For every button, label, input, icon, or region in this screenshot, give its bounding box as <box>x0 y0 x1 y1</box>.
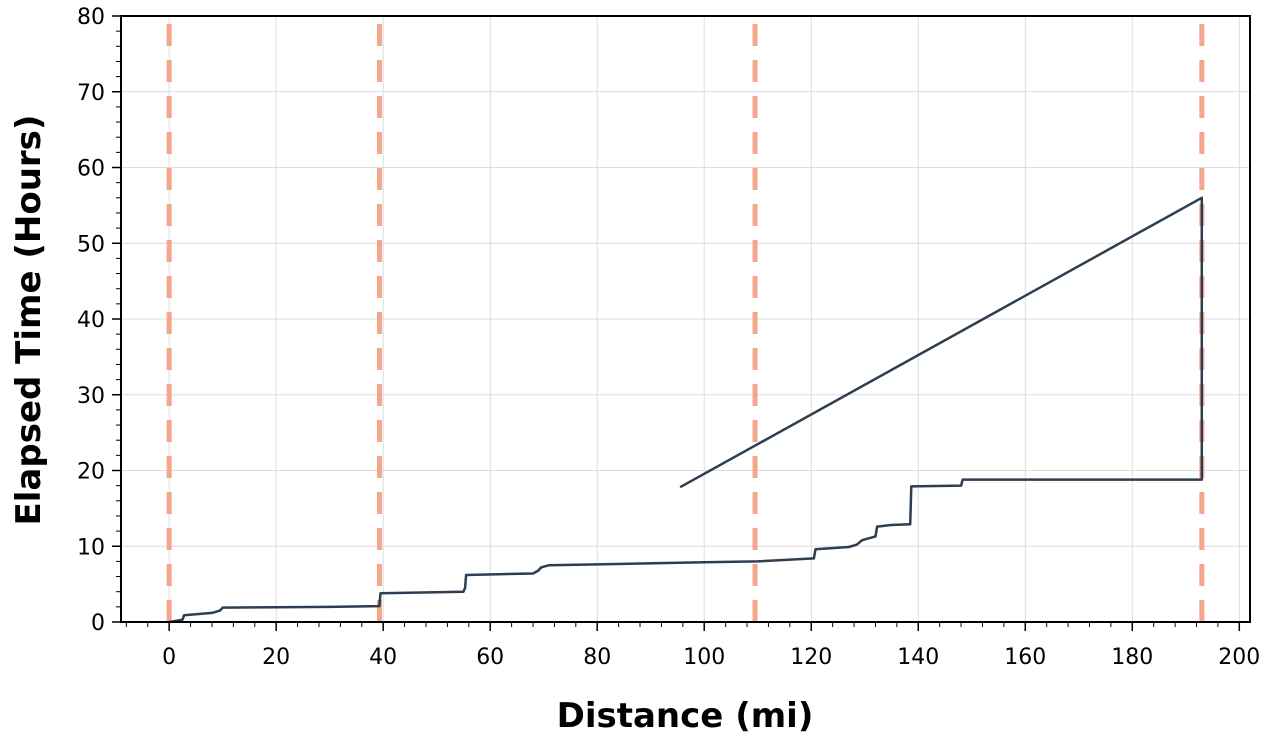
y-tick-label: 30 <box>77 384 105 409</box>
reference-lines <box>166 24 1205 622</box>
y-tick-label: 10 <box>77 535 105 560</box>
x-tick-label: 0 <box>162 645 176 670</box>
x-tick-label: 160 <box>1004 645 1046 670</box>
y-tick-label: 50 <box>77 232 105 257</box>
x-tick-labels: 0 20 40 60 80 100 120 140 160 180 200 <box>162 645 1260 670</box>
x-tick-label: 100 <box>683 645 725 670</box>
series-line <box>168 196 1204 624</box>
y-tick-label: 70 <box>77 81 105 106</box>
x-tick-label: 80 <box>583 645 611 670</box>
x-tick-label: 140 <box>897 645 939 670</box>
y-tick-label: 0 <box>91 611 105 636</box>
grid <box>121 15 1250 623</box>
axis-ticks <box>112 15 1241 631</box>
x-tick-label: 40 <box>369 645 397 670</box>
series-layer <box>168 196 1204 624</box>
y-tick-label: 80 <box>77 5 105 30</box>
y-tick-labels: 0 10 20 30 40 50 60 70 80 <box>77 5 105 636</box>
x-tick-label: 200 <box>1218 645 1260 670</box>
y-tick-label: 60 <box>77 157 105 182</box>
y-axis-title: Elapsed Time (Hours) <box>9 115 49 526</box>
x-tick-label: 120 <box>790 645 832 670</box>
y-tick-label: 20 <box>77 460 105 485</box>
x-tick-label: 180 <box>1111 645 1153 670</box>
y-tick-label: 40 <box>77 308 105 333</box>
x-tick-label: 20 <box>262 645 290 670</box>
x-axis-title: Distance (mi) <box>557 696 814 736</box>
x-tick-label: 60 <box>476 645 504 670</box>
